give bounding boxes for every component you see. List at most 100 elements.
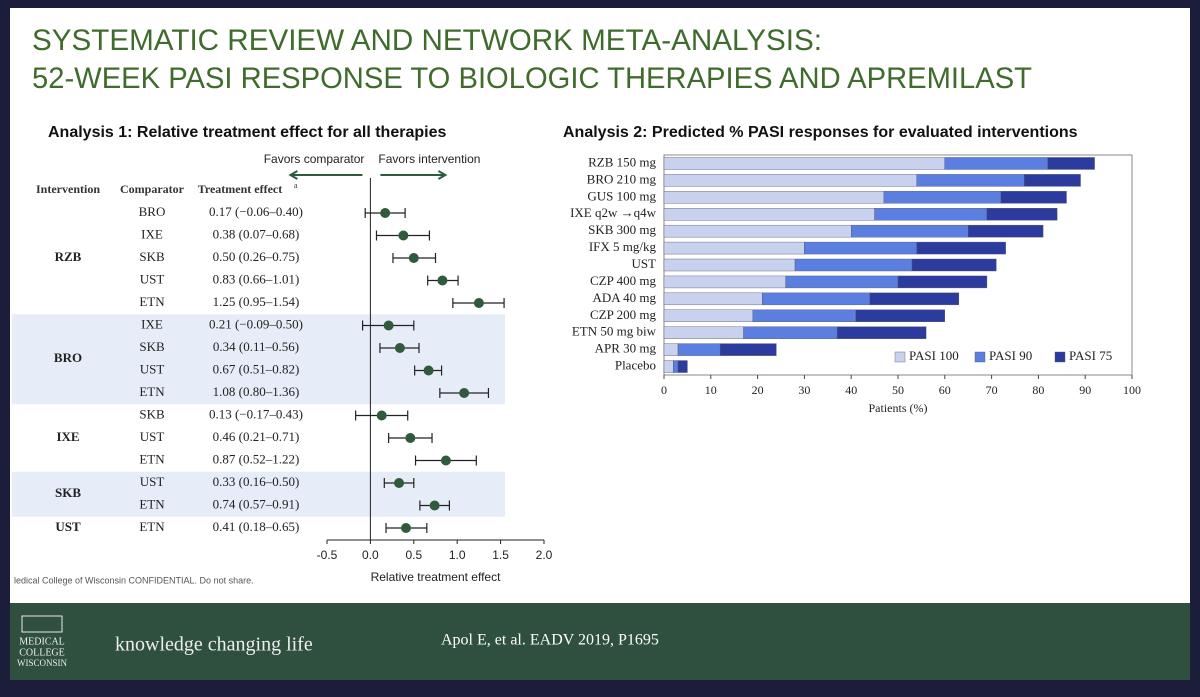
effect-label: 0.38 (0.07–0.68): [213, 226, 300, 241]
comparator-label: UST: [140, 474, 165, 489]
bar-segment: [916, 174, 1025, 187]
bar-segment: [663, 174, 917, 187]
logo-text: WISCONSIN: [17, 658, 68, 668]
y-tick-label: SKB 300 mg: [588, 222, 656, 237]
comparator-label: UST: [140, 429, 165, 444]
x-tick-label: 1.0: [449, 548, 466, 562]
bar-segment: [869, 292, 960, 306]
bar-segment: [663, 208, 875, 221]
chart-title: Analysis 2: Predicted % PASI responses f…: [563, 124, 1078, 141]
point: [398, 230, 409, 241]
logo-text: COLLEGE: [19, 647, 65, 658]
bar-segment: [663, 157, 945, 170]
x-tick-label: 30: [798, 383, 810, 397]
y-tick-label: CZP 400 mg: [590, 273, 656, 288]
x-tick-label: 100: [1123, 383, 1141, 397]
effect-label: 0.21 (−0.09–0.50): [209, 316, 303, 331]
point: [408, 253, 419, 263]
y-tick-label: ADA 40 mg: [592, 290, 656, 305]
bar-segment: [663, 309, 754, 322]
point: [440, 455, 451, 466]
bar-segment: [855, 309, 946, 322]
point: [380, 208, 391, 218]
tagline: knowledge changing life: [115, 634, 313, 656]
bar-segment: [916, 241, 1006, 255]
bar-segment: [663, 326, 744, 339]
point: [429, 500, 440, 511]
x-tick-label: 1.5: [492, 548, 509, 562]
legend-label: PASI 90: [989, 348, 1032, 363]
x-tick-label: 2.0: [536, 548, 553, 562]
y-tick-label: IFX 5 mg/kg: [589, 239, 657, 254]
favors-label: Favors intervention: [378, 152, 480, 166]
logo-text: MEDICAL: [19, 636, 65, 647]
title-line: SYSTEMATIC REVIEW AND NETWORK META-ANALY…: [32, 24, 822, 57]
favors-arrow: [380, 170, 448, 180]
comparator-label: ETN: [139, 294, 165, 309]
legend-label: PASI 100: [909, 348, 959, 363]
x-tick-label: 0.5: [405, 548, 422, 562]
x-tick-label: 0.0: [362, 548, 379, 562]
bar-segment: [752, 309, 857, 322]
x-axis-label: Patients (%): [869, 401, 928, 415]
bar-segment: [663, 241, 805, 255]
bar-segment: [804, 241, 917, 255]
comparator-label: IXE: [141, 226, 163, 241]
effect-label: 0.34 (0.11–0.56): [213, 339, 299, 354]
y-tick-label: APR 30 mg: [595, 341, 657, 356]
bar-segment: [897, 275, 988, 289]
bar-segment: [673, 360, 679, 373]
comparator-label: ETN: [139, 519, 165, 534]
effect-label: 0.87 (0.52–1.22): [213, 451, 300, 466]
x-tick-label: -0.5: [317, 548, 338, 562]
footer-band: [10, 603, 1190, 680]
logo-icon: [21, 615, 63, 633]
bar-segment: [677, 343, 721, 356]
bar-segment: [785, 275, 899, 289]
comparator-label: ETN: [139, 496, 165, 511]
intervention-label: RZB: [55, 249, 82, 264]
comparator-label: BRO: [139, 204, 166, 219]
bar-segment: [663, 191, 885, 204]
y-tick-label: Placebo: [615, 358, 656, 373]
bar-segment: [743, 326, 838, 339]
y-tick-label: BRO 210 mg: [587, 171, 657, 186]
x-tick-label: 20: [752, 383, 764, 397]
comparator-label: SKB: [139, 249, 165, 264]
effect-label: 0.41 (0.18–0.65): [213, 519, 300, 534]
bar-segment: [883, 191, 1002, 204]
bar-segment: [663, 224, 852, 238]
bar-segment: [762, 292, 871, 306]
header-note: a: [294, 181, 298, 190]
y-tick-label: GUS 100 mg: [587, 188, 656, 203]
point: [459, 388, 470, 398]
effect-label: 0.13 (−0.17–0.43): [209, 406, 303, 421]
effect-label: 0.33 (0.16–0.50): [213, 474, 300, 489]
bar-segment: [1047, 157, 1095, 170]
bar-segment: [677, 360, 688, 373]
group-band: [12, 314, 505, 405]
legend-swatch: [974, 351, 986, 363]
x-tick-label: 40: [845, 383, 857, 397]
comparator-label: UST: [140, 361, 165, 376]
bar-segment: [663, 343, 679, 356]
effect-label: 1.25 (0.95–1.54): [213, 294, 300, 309]
bar-segment: [874, 208, 988, 221]
intervention-label: SKB: [55, 485, 81, 500]
point: [394, 343, 405, 353]
x-tick-label: 60: [939, 383, 951, 397]
x-tick-label: 70: [986, 383, 998, 397]
bar-segment: [663, 360, 674, 373]
comparator-label: ETN: [139, 384, 165, 399]
bar-segment: [836, 326, 927, 339]
point: [423, 365, 434, 376]
effect-label: 1.08 (0.80–1.36): [213, 384, 300, 399]
y-tick-label: IXE q2w →q4w: [570, 205, 657, 220]
y-tick-label: RZB 150 mg: [588, 154, 656, 169]
column-header: Treatment effect: [198, 182, 283, 196]
title-line: 52-WEEK PASI RESPONSE TO BIOLOGIC THERAP…: [32, 62, 1032, 95]
chart-title: Analysis 1: Relative treatment effect fo…: [48, 124, 446, 141]
x-tick-label: 0: [661, 383, 667, 397]
y-tick-label: ETN 50 mg biw: [572, 324, 657, 339]
